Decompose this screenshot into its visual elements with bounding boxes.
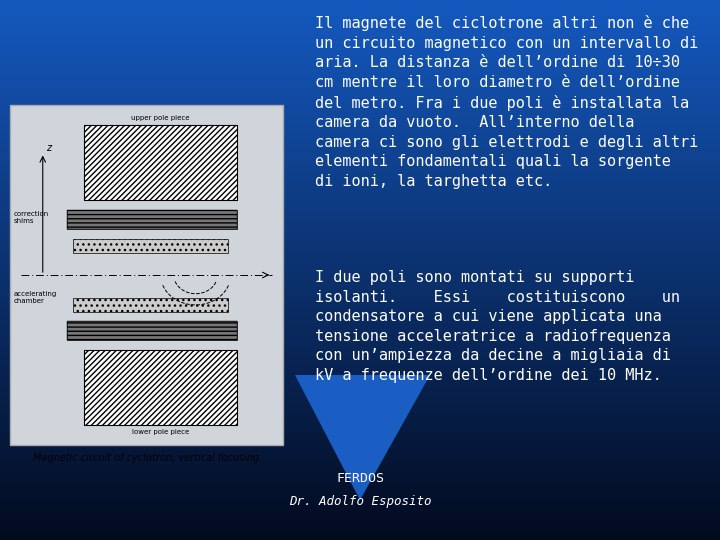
Bar [68, 211, 237, 229]
Text: z: z [46, 143, 51, 153]
Bar [84, 350, 237, 424]
Text: upper pole piece: upper pole piece [131, 116, 189, 122]
Bar [68, 211, 237, 229]
Text: Magnetic circuit of cyclotron; vertical focusing: Magnetic circuit of cyclotron; vertical … [33, 453, 260, 463]
Bar [73, 239, 228, 253]
Bar [84, 350, 237, 424]
Text: correction
shims: correction shims [14, 211, 49, 224]
Bar [68, 321, 237, 340]
Bar [84, 125, 237, 200]
Bar [84, 125, 237, 200]
Bar [73, 298, 228, 313]
Text: I due poli sono montati su supporti
isolanti.    Essi    costituiscono    un
con: I due poli sono montati su supporti isol… [315, 270, 680, 383]
Bar [68, 321, 237, 340]
Text: accelerating
chamber: accelerating chamber [14, 291, 58, 303]
Text: FERDOS: FERDOS [336, 471, 384, 484]
Text: Il magnete del ciclotrone altri non è che
un circuito magnetico con un intervall: Il magnete del ciclotrone altri non è ch… [315, 15, 698, 189]
Text: lower pole piece: lower pole piece [132, 429, 189, 435]
Text: Dr. Adolfo Esposito: Dr. Adolfo Esposito [289, 496, 431, 509]
Bar [10, 105, 283, 445]
Polygon shape [295, 375, 430, 500]
